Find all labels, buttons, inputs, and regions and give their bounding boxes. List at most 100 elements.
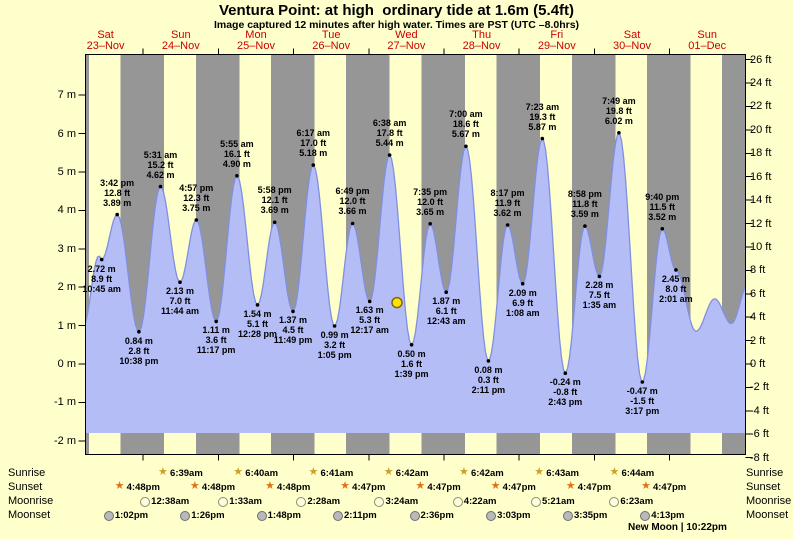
tide-extreme-dot: [563, 371, 568, 376]
sunrise-star-icon: ★: [458, 466, 469, 478]
astro-row-label-right-sunrise: Sunrise: [746, 467, 784, 479]
sunrise-time: 6:39am: [170, 468, 203, 479]
x-axis-day-label: Sun 01–Dec: [688, 29, 727, 52]
sunset-time: 4:47pm: [502, 482, 536, 493]
tide-low-annotation: 2.13 m 7.0 ft 11:44 am: [160, 286, 199, 317]
y-axis-right-label: 18 ft: [750, 147, 772, 160]
y-axis-left-label: 3 m: [57, 242, 76, 255]
tide-area: [85, 133, 746, 433]
y-axis-left-label: -1 m: [54, 396, 76, 409]
tide-extreme-dot: [505, 223, 510, 227]
moonset-time: 4:13pm: [651, 510, 685, 521]
tide-extreme-dot: [194, 218, 199, 222]
y-axis-right-label: 10 ft: [750, 240, 772, 253]
y-axis-right-label: -6 ft: [750, 428, 769, 441]
tide-extreme-dot: [583, 224, 587, 228]
tide-extreme-dot: [235, 174, 239, 178]
x-axis-day-label: Fri 29–Nov: [537, 29, 576, 52]
sunset-time: 4:47pm: [352, 482, 386, 493]
sunrise-star-icon: ★: [158, 466, 168, 478]
moonset-icon: [180, 511, 191, 521]
moonrise-icon: [140, 497, 151, 507]
tide-extreme-dot: [428, 222, 433, 226]
sunset-time: 4:47pm: [577, 482, 612, 493]
sunset-star-icon: ★: [565, 480, 576, 492]
tide-extreme-dot: [350, 221, 355, 226]
tide-low-annotation: 1.54 m 5.1 ft 12:28 pm: [237, 308, 277, 339]
moonrise-time: 1:33am: [229, 496, 262, 507]
moonset-icon: [256, 511, 267, 521]
sunrise-time: 6:44am: [621, 468, 655, 479]
tide-low-annotation: 2.09 m 6.9 ft 1:08 am: [505, 287, 540, 318]
chart-title: Ventura Point: at high ordinary tide at …: [218, 2, 575, 19]
sunrise-star-icon: ★: [383, 466, 394, 478]
y-axis-right-label: 22 ft: [750, 100, 772, 113]
y-axis-right-label: -2 ft: [750, 381, 769, 394]
moonset-icon: [409, 511, 420, 521]
moonrise-time: 6:23am: [620, 496, 654, 507]
tide-high-annotation: 6:49 pm 12.0 ft 3.66 m: [335, 186, 370, 217]
tide-extreme-dot: [520, 281, 525, 286]
tide-extreme-dot: [540, 136, 545, 141]
tide-low-annotation: 0.08 m 0.3 ft 2:11 pm: [471, 364, 506, 395]
y-axis-left-label: 5 m: [57, 166, 76, 178]
tide-extreme-dot: [444, 290, 449, 295]
moonrise-time: 12:38am: [151, 496, 190, 507]
tide-high-annotation: 5:55 am 16.1 ft 4.90 m: [220, 138, 254, 169]
tide-low-annotation: 2.28 m 7.5 ft 1:35 am: [582, 280, 617, 311]
tide-high-annotation: 5:58 pm 12.1 ft 3.69 m: [257, 185, 292, 216]
tide-extreme-dot: [640, 380, 645, 384]
sunrise-time: 6:40am: [245, 468, 279, 479]
night-band: [85, 54, 89, 455]
tide-extreme-dot: [409, 343, 414, 347]
sunrise-star-icon: ★: [609, 466, 620, 478]
tide-high-annotation: 7:00 am 18.6 ft 5.67 m: [449, 109, 483, 140]
moonset-time: 1:26pm: [191, 510, 225, 521]
tide-extreme-dot: [272, 220, 277, 225]
y-axis-left-label: 0 m: [57, 358, 76, 370]
tide-low-annotation: 0.84 m 2.8 ft 10:38 pm: [119, 335, 159, 366]
sunset-time: 4:47pm: [652, 482, 687, 493]
sunrise-star-icon: ★: [534, 466, 545, 478]
y-axis-right-label: 6 ft: [750, 287, 766, 300]
moonset-icon: [486, 511, 497, 521]
x-axis-day-label: Sun 24–Nov: [161, 29, 200, 52]
tide-extreme-dot: [486, 359, 491, 363]
y-axis-right-label: 14 ft: [750, 194, 772, 207]
y-axis-right-label: 0 ft: [750, 358, 766, 370]
tide-high-annotation: 6:38 am 17.8 ft 5.44 m: [372, 118, 407, 149]
tide-low-annotation: -0.24 m -0.8 ft 2:43 pm: [548, 377, 583, 408]
moonset-icon: [563, 511, 574, 521]
y-axis-right-label: -8 ft: [750, 451, 769, 464]
moonrise-icon: [530, 497, 541, 507]
y-axis-left-label: -2 m: [54, 434, 76, 447]
sunset-time: 4:48pm: [277, 482, 311, 493]
tide-extreme-dot: [464, 144, 468, 149]
y-axis-right-label: 8 ft: [750, 264, 766, 277]
tide-low-annotation: 0.50 m 1.6 ft 1:39 pm: [394, 348, 429, 379]
sunset-star-icon: ★: [114, 480, 125, 492]
sunset-star-icon: ★: [265, 480, 275, 492]
tide-low-annotation: 1.87 m 6.1 ft 12:43 am: [426, 296, 466, 327]
y-axis-right-label: 16 ft: [750, 170, 772, 183]
moonset-time: 3:35pm: [574, 510, 608, 521]
astro-row-label-left-moonrise: Moonrise: [8, 495, 54, 507]
moonrise-icon: [374, 497, 385, 507]
tide-low-annotation: 2.45 m 8.0 ft 2:01 am: [659, 273, 693, 304]
tide-extreme-dot: [674, 268, 678, 272]
y-axis-right-label: 12 ft: [750, 217, 772, 230]
tide-extreme-dot: [311, 163, 316, 167]
plot-border: [85, 54, 746, 455]
moonrise-time: 2:28am: [307, 496, 341, 507]
x-axis-day-label: Sat 30–Nov: [613, 29, 651, 52]
sunrise-time: 6:42am: [395, 468, 429, 479]
tide-extreme-dot: [332, 324, 337, 328]
sunrise-time: 6:43am: [546, 468, 579, 479]
y-axis-left-label: 2 m: [57, 281, 76, 294]
tide-low-annotation: 1.11 m 3.6 ft 11:17 pm: [196, 325, 236, 356]
sunrise-time: 6:41am: [320, 468, 354, 479]
tide-extreme-dot: [214, 319, 218, 324]
tide-high-annotation: 7:49 am 19.8 ft 6.02 m: [602, 95, 636, 126]
tide-high-annotation: 3:42 pm 12.8 ft 3.89 m: [100, 177, 135, 208]
